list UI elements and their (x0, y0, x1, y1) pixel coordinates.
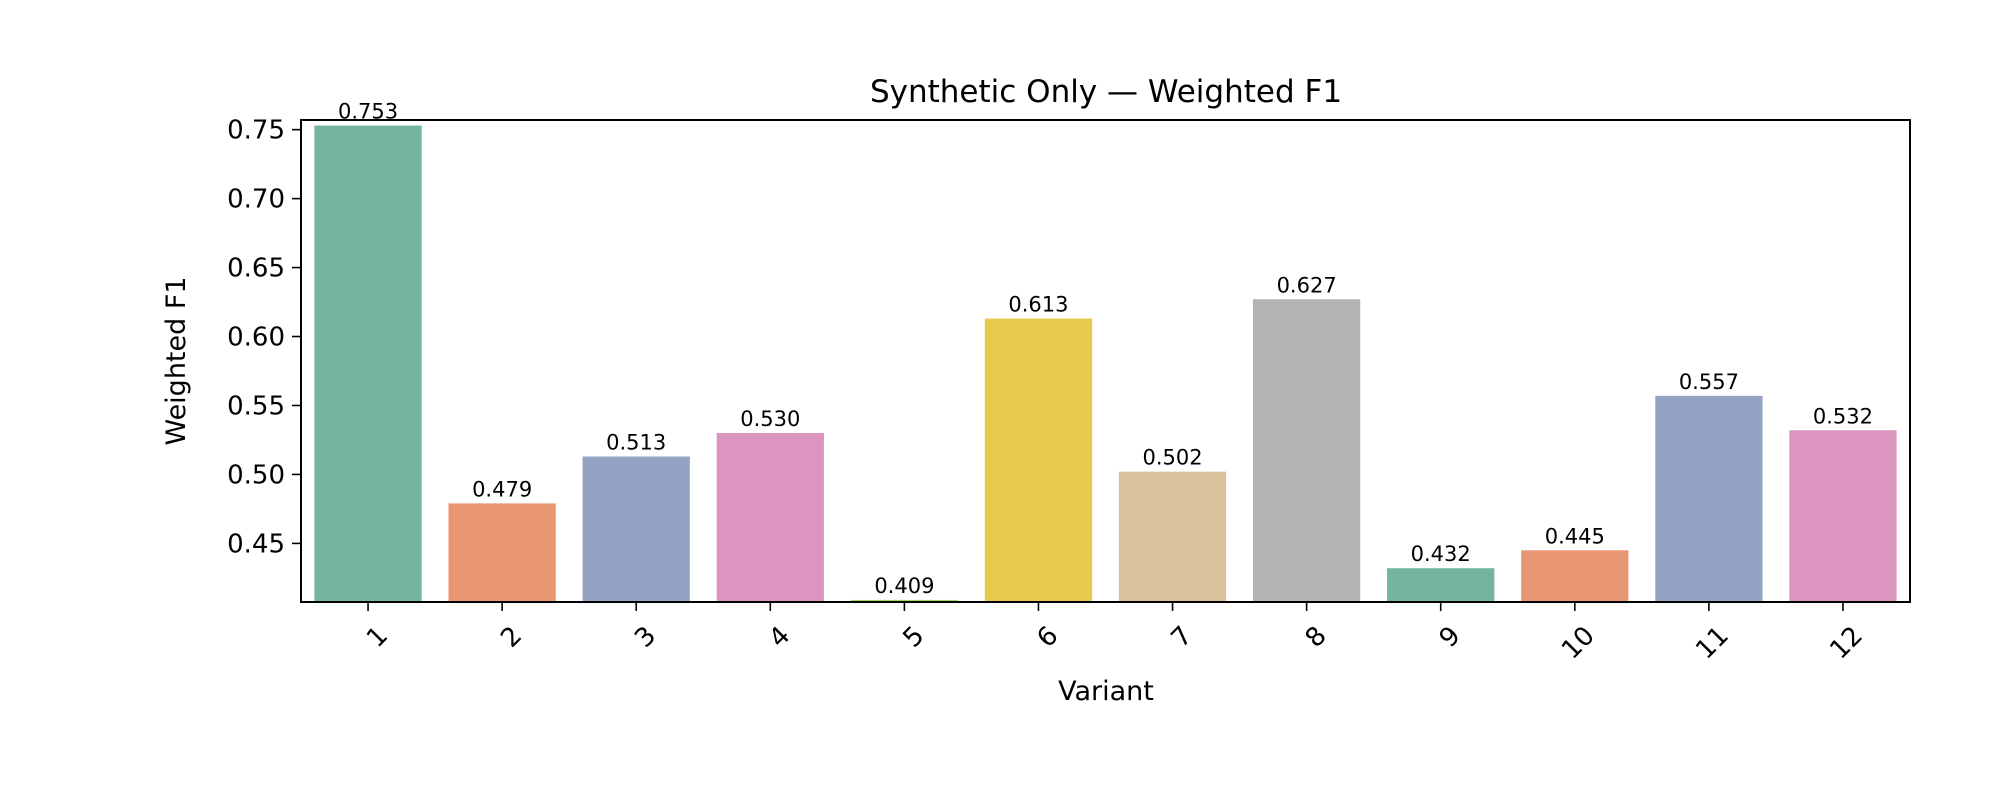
chart-title: Synthetic Only — Weighted F1 (870, 74, 1342, 110)
x-tick-label: 9 (1434, 621, 1467, 654)
x-axis: 1 2 3 4 5 6 7 8 9 10 11 12 (361, 602, 1869, 665)
data-label: 0.409 (874, 574, 934, 598)
plot-frame (300, 119, 1911, 603)
x-tick-label: 1 (361, 621, 394, 654)
data-label: 0.479 (472, 477, 532, 501)
x-tick-label: 10 (1556, 621, 1601, 666)
bar-variant-2 (448, 503, 556, 602)
bar-variant-7 (1118, 471, 1227, 602)
y-tick-label: 0.65 (227, 254, 285, 284)
bar-variant-11 (1655, 395, 1763, 602)
y-tick-label: 0.45 (227, 529, 285, 559)
bar-variant-1 (314, 125, 422, 602)
bars (314, 125, 1897, 602)
y-tick-label: 0.50 (227, 460, 285, 490)
bar-variant-6 (984, 318, 1093, 602)
data-label: 0.530 (740, 407, 800, 431)
y-tick-label: 0.75 (227, 116, 285, 146)
x-tick-label: 11 (1690, 621, 1735, 666)
data-label: 0.513 (606, 431, 666, 455)
bar-variant-10 (1521, 550, 1629, 602)
data-label: 0.532 (1813, 404, 1873, 428)
data-label: 0.613 (1008, 293, 1068, 317)
bar-variant-8 (1252, 299, 1361, 602)
x-tick-label: 12 (1824, 621, 1869, 666)
bar-variant-9 (1387, 568, 1495, 602)
x-tick-label: 6 (1032, 621, 1065, 654)
x-tick-label: 5 (897, 621, 930, 654)
y-tick-label: 0.60 (227, 323, 285, 353)
x-tick-label: 8 (1300, 621, 1333, 654)
y-tick-label: 0.70 (227, 185, 285, 215)
data-label: 0.557 (1679, 370, 1739, 394)
y-axis: 0.45 0.50 0.55 0.60 0.65 0.70 0.75 (227, 116, 301, 559)
bar-variant-5 (850, 599, 959, 602)
data-label: 0.627 (1277, 273, 1337, 297)
x-tick-label: 7 (1166, 621, 1199, 654)
x-tick-label: 4 (763, 621, 796, 654)
x-tick-label: 3 (629, 621, 662, 654)
x-tick-label: 2 (495, 621, 528, 654)
y-tick-label: 0.55 (227, 391, 285, 421)
x-axis-label: Variant (1058, 676, 1154, 707)
bar-variant-12 (1789, 430, 1897, 602)
bar-variant-3 (582, 456, 690, 602)
bar-variant-4 (716, 433, 824, 602)
data-label: 0.502 (1142, 446, 1202, 470)
data-label: 0.445 (1545, 524, 1605, 548)
data-labels: 0.7530.4790.5130.5300.4090.6130.5020.627… (338, 100, 1873, 598)
y-axis-label: Weighted F1 (161, 276, 192, 445)
data-label: 0.432 (1411, 542, 1471, 566)
